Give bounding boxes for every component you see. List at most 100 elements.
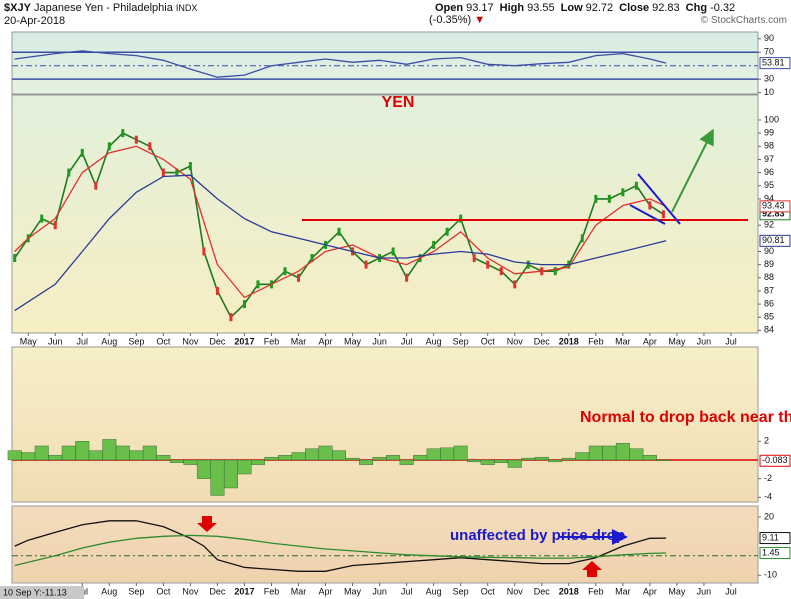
histogram-bar bbox=[75, 441, 90, 461]
histogram-bar bbox=[534, 456, 549, 461]
y-tick-label: 88 bbox=[764, 272, 774, 282]
histogram-bar bbox=[602, 445, 617, 461]
price-bar bbox=[486, 260, 490, 269]
y-tick-label: 98 bbox=[764, 141, 774, 151]
quote-label: High bbox=[499, 2, 525, 14]
price-bar bbox=[580, 234, 584, 243]
x-tick-label: Oct bbox=[481, 336, 496, 346]
last-value-box bbox=[759, 546, 791, 559]
instrument-name: Japanese Yen - Philadelphia bbox=[33, 2, 173, 14]
histogram-bar bbox=[115, 445, 130, 461]
panels bbox=[11, 31, 759, 584]
histogram-bar bbox=[278, 455, 292, 461]
x-tick-label: Dec bbox=[534, 586, 551, 596]
price-bar bbox=[134, 135, 138, 144]
y-tick-label: 2 bbox=[764, 436, 769, 446]
histogram-bar bbox=[291, 452, 306, 461]
x-tick-label: 2017 bbox=[234, 336, 254, 346]
x-tick-label: Jul bbox=[401, 586, 413, 596]
histogram-bar bbox=[359, 459, 374, 465]
histogram-bar bbox=[264, 456, 279, 461]
x-tick-label: Jun bbox=[372, 586, 387, 596]
histogram-bar bbox=[34, 445, 49, 461]
price-bar bbox=[229, 313, 233, 322]
x-tick-label: Jul bbox=[401, 336, 413, 346]
quote-value: 93.55 bbox=[527, 2, 555, 14]
y-tick-label: 94 bbox=[764, 193, 774, 203]
price-bar bbox=[634, 181, 638, 190]
price-bar bbox=[107, 142, 111, 151]
x-tick-label: Nov bbox=[507, 336, 524, 346]
price-bar bbox=[499, 267, 503, 276]
quote-label: Low bbox=[560, 2, 583, 14]
x-tick-label: Aug bbox=[101, 336, 117, 346]
x-tick-label: Aug bbox=[101, 586, 117, 596]
histogram-bar bbox=[615, 442, 630, 461]
x-tick-label: Dec bbox=[209, 586, 226, 596]
price-bar bbox=[13, 254, 17, 263]
histogram-bar bbox=[305, 448, 319, 461]
price-bar bbox=[607, 194, 611, 203]
x-tick-label: Jul bbox=[725, 586, 737, 596]
price-bar bbox=[445, 227, 449, 236]
histogram-bar bbox=[48, 455, 63, 461]
x-tick-label: Aug bbox=[426, 586, 442, 596]
price-bar bbox=[553, 267, 557, 276]
last-value-box bbox=[759, 57, 791, 70]
price-bar bbox=[148, 142, 152, 151]
x-tick-label: Jun bbox=[697, 336, 712, 346]
quote-label: Open bbox=[435, 2, 464, 14]
x-tick-label: Mar bbox=[615, 586, 631, 596]
histogram-bar bbox=[507, 459, 522, 468]
histogram-bar bbox=[575, 452, 590, 461]
quote: Open 93.17 High 93.55 Low 92.72 Close 92.83 Chg -… bbox=[429, 2, 787, 26]
x-tick-label: Dec bbox=[534, 336, 551, 346]
price-bar bbox=[405, 273, 409, 282]
price-bar bbox=[364, 260, 368, 269]
readout-box bbox=[0, 586, 84, 599]
series-line bbox=[14, 534, 667, 567]
annotation: unaffected by price drop bbox=[450, 527, 625, 544]
last-value-box bbox=[759, 532, 791, 545]
wedge-line bbox=[637, 173, 681, 225]
drawn-annotations bbox=[197, 128, 748, 577]
y-tick-label: 90 bbox=[764, 246, 774, 256]
histogram-bar bbox=[386, 455, 401, 461]
symbol: $XJY bbox=[4, 2, 31, 14]
y-tick-label: 95 bbox=[764, 180, 774, 190]
y-tick-label: 87 bbox=[764, 285, 774, 295]
x-tick-label: Nov bbox=[182, 336, 199, 346]
x-tick-label: Dec bbox=[209, 336, 226, 346]
x-tick-label: Oct bbox=[481, 586, 496, 596]
x-tick-label: 2018 bbox=[559, 586, 579, 596]
price-bar bbox=[202, 247, 206, 256]
price-bar bbox=[297, 273, 301, 282]
price-bar bbox=[472, 254, 476, 263]
last-value-box bbox=[759, 454, 791, 467]
quote-value: 92.83 bbox=[652, 2, 680, 14]
last-value-box bbox=[759, 200, 791, 213]
y-tick-label: -4 bbox=[764, 492, 772, 502]
cursor-readout: 10 Sep Y:-11.13 bbox=[3, 587, 67, 597]
quote-value: -0.32 (-0.35%) bbox=[429, 2, 736, 26]
histogram-bar bbox=[521, 457, 536, 461]
y-tick-label: 85 bbox=[764, 312, 774, 322]
x-tick-label: 2018 bbox=[559, 336, 579, 346]
y-tick-label: 70 bbox=[764, 47, 774, 57]
y-tick-label: 89 bbox=[764, 259, 774, 269]
last-value-label: 92.83 bbox=[762, 209, 785, 219]
wedge-line bbox=[629, 204, 666, 225]
histogram-bar bbox=[223, 459, 238, 489]
y-tick-label: 100 bbox=[764, 114, 779, 124]
x-tick-label: Aug bbox=[426, 336, 442, 346]
x-tick-label: Apr bbox=[319, 336, 333, 346]
price-bar bbox=[94, 181, 98, 190]
x-tick-label: Sep bbox=[453, 586, 469, 596]
x-tick-label: Sep bbox=[128, 586, 144, 596]
histogram-bar bbox=[183, 459, 198, 465]
histogram-bar bbox=[561, 457, 576, 461]
x-tick-label: Apr bbox=[643, 336, 657, 346]
annotation: YEN bbox=[382, 94, 415, 111]
last-value-label: 9.11 bbox=[762, 532, 779, 542]
